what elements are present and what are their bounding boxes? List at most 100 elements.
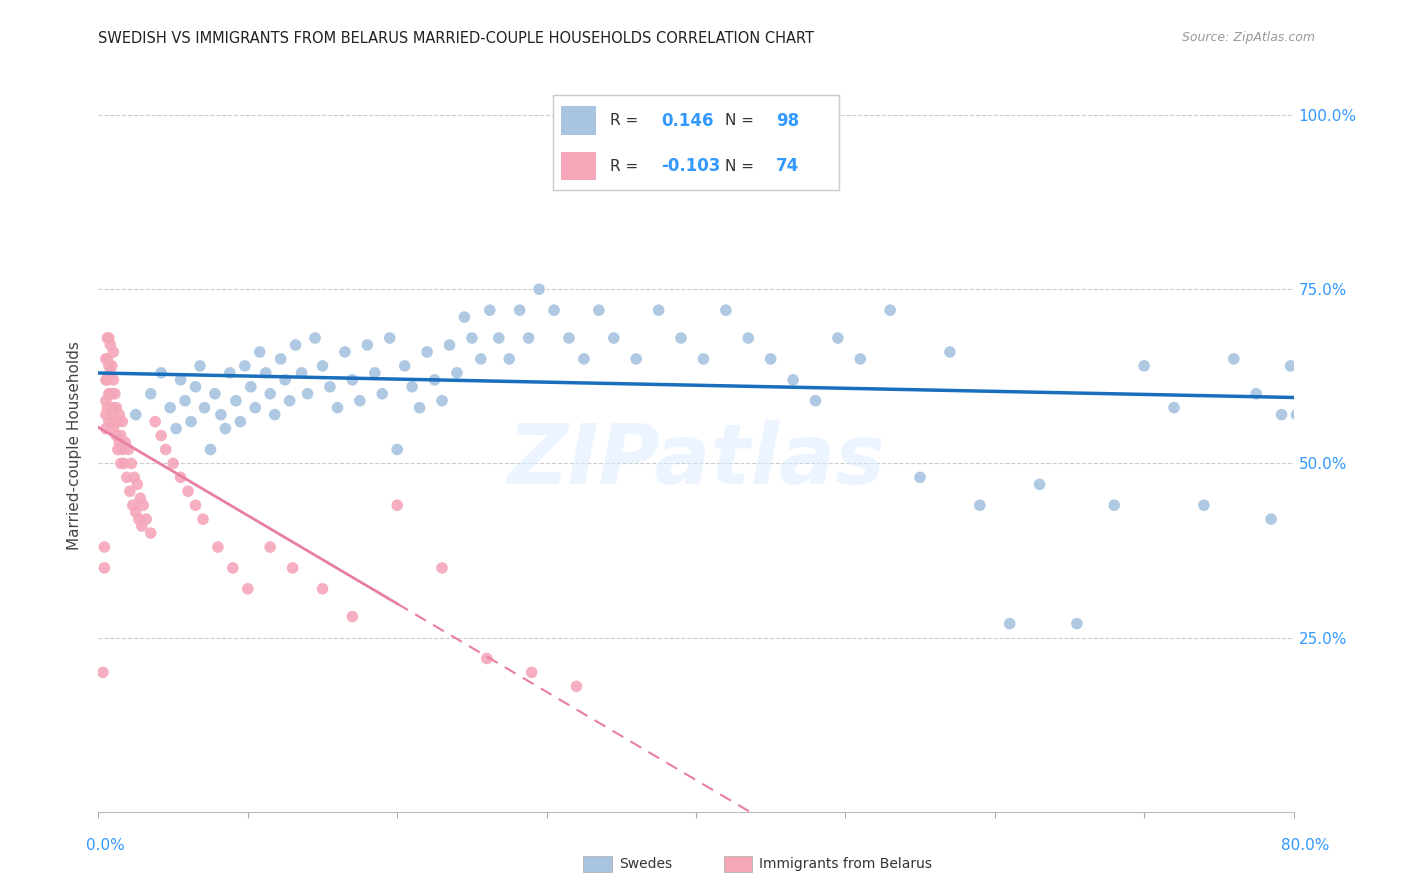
Point — [626, 351, 648, 366]
Point — [97, 415, 120, 429]
Point — [1066, 616, 1088, 631]
Point — [1260, 512, 1282, 526]
Point — [125, 408, 148, 422]
Point — [782, 373, 804, 387]
Point — [378, 331, 401, 345]
Point — [461, 331, 484, 345]
Point — [385, 442, 409, 457]
Point — [94, 408, 117, 422]
Point — [274, 373, 297, 387]
Point — [159, 401, 181, 415]
Point — [117, 442, 139, 457]
Point — [245, 401, 267, 415]
Text: Swedes: Swedes — [619, 857, 672, 871]
Point — [1192, 498, 1215, 512]
Point — [132, 498, 155, 512]
Point — [311, 582, 333, 596]
Point — [120, 457, 142, 471]
Point — [94, 393, 117, 408]
Point — [1279, 359, 1302, 373]
Point — [118, 484, 141, 499]
Point — [94, 351, 117, 366]
Point — [543, 303, 565, 318]
Point — [121, 498, 143, 512]
Point — [263, 408, 285, 422]
Point — [103, 345, 125, 359]
Point — [401, 380, 423, 394]
Point — [103, 373, 125, 387]
Point — [488, 331, 510, 345]
Point — [112, 457, 135, 471]
Point — [239, 380, 262, 394]
Point — [1285, 408, 1308, 422]
Point — [162, 457, 184, 471]
Point — [104, 415, 127, 429]
Point — [453, 310, 475, 325]
Point — [219, 366, 242, 380]
Point — [101, 386, 124, 401]
Point — [827, 331, 849, 345]
Point — [249, 345, 271, 359]
Point — [1271, 408, 1294, 422]
Point — [326, 401, 349, 415]
Point — [356, 338, 378, 352]
Point — [96, 401, 118, 415]
Text: Immigrants from Belarus: Immigrants from Belarus — [759, 857, 932, 871]
Point — [107, 415, 129, 429]
Point — [111, 415, 134, 429]
Point — [129, 491, 152, 506]
Y-axis label: Married-couple Households: Married-couple Households — [67, 342, 83, 550]
Point — [371, 386, 394, 401]
Point — [169, 470, 191, 484]
Point — [114, 435, 136, 450]
Point — [135, 512, 157, 526]
Point — [478, 303, 501, 318]
Point — [98, 366, 122, 380]
Point — [439, 338, 461, 352]
Point — [174, 393, 197, 408]
Point — [1327, 157, 1350, 171]
Point — [127, 477, 149, 491]
Point — [93, 561, 115, 575]
Point — [177, 484, 200, 499]
Point — [527, 282, 550, 296]
Point — [207, 540, 229, 554]
Point — [204, 386, 226, 401]
Point — [692, 351, 714, 366]
Point — [200, 442, 222, 457]
Point — [169, 373, 191, 387]
Point — [229, 415, 252, 429]
Point — [97, 359, 120, 373]
Point — [98, 386, 122, 401]
Point — [193, 401, 215, 415]
Point — [131, 519, 153, 533]
Point — [603, 331, 626, 345]
Text: 80.0%: 80.0% — [1281, 838, 1329, 853]
Point — [1104, 498, 1126, 512]
Point — [1244, 386, 1267, 401]
Point — [96, 331, 118, 345]
Point — [96, 351, 118, 366]
Point — [104, 386, 127, 401]
Point — [969, 498, 991, 512]
Point — [647, 303, 669, 318]
Point — [105, 401, 128, 415]
Point — [150, 366, 173, 380]
Point — [101, 408, 124, 422]
Point — [304, 331, 326, 345]
Point — [1301, 401, 1323, 415]
Point — [259, 386, 281, 401]
Point — [165, 421, 187, 435]
Point — [430, 561, 453, 575]
Point — [1163, 401, 1185, 415]
Point — [270, 351, 292, 366]
Point — [416, 345, 439, 359]
Point — [96, 373, 118, 387]
Point — [908, 470, 931, 484]
Point — [475, 651, 498, 665]
Point — [222, 561, 245, 575]
Point — [588, 303, 610, 318]
Point — [110, 428, 132, 442]
Point — [97, 331, 120, 345]
Text: Source: ZipAtlas.com: Source: ZipAtlas.com — [1181, 31, 1315, 45]
